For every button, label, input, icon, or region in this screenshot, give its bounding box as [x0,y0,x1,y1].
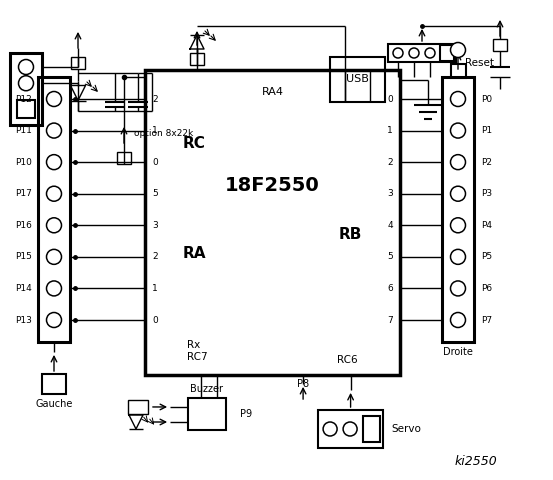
Circle shape [451,249,466,264]
Text: 4: 4 [387,221,393,230]
Circle shape [46,249,61,264]
Circle shape [451,155,466,169]
Text: RB: RB [338,227,362,242]
Text: 0: 0 [152,315,158,324]
Text: RC7: RC7 [187,352,207,362]
Bar [145,70,400,375]
Text: P6: P6 [481,284,492,293]
Text: P7: P7 [481,315,492,324]
Text: 2: 2 [152,252,158,261]
Text: P17: P17 [15,189,32,198]
Text: 3: 3 [387,189,393,198]
Circle shape [451,186,466,201]
Text: 7: 7 [387,315,393,324]
Text: P9: P9 [240,409,252,419]
Circle shape [46,186,61,201]
Circle shape [409,48,419,58]
Text: 1: 1 [152,284,158,293]
Text: 1: 1 [387,126,393,135]
Bar [442,77,474,342]
Text: P3: P3 [481,189,492,198]
Circle shape [451,312,466,327]
Circle shape [46,312,61,327]
Text: P2: P2 [481,157,492,167]
Text: P1: P1 [481,126,492,135]
Text: RA: RA [183,245,206,261]
Text: ki2550: ki2550 [455,455,498,468]
Text: RA4: RA4 [262,87,284,97]
Circle shape [46,123,61,138]
Bar [38,77,70,342]
Text: 2: 2 [387,157,393,167]
Text: option 8x22k: option 8x22k [134,129,193,138]
Text: Gauche: Gauche [35,399,72,409]
Text: P15: P15 [15,252,32,261]
Text: P8: P8 [297,379,309,389]
Text: P13: P13 [15,315,32,324]
Text: P5: P5 [481,252,492,261]
Text: P10: P10 [15,157,32,167]
Text: RC6: RC6 [337,355,358,365]
Circle shape [46,218,61,233]
Text: Buzzer: Buzzer [190,384,223,394]
Bar [330,57,385,102]
Circle shape [343,422,357,436]
Circle shape [451,123,466,138]
Text: Servo: Servo [391,424,421,434]
Text: P12: P12 [15,95,32,104]
Text: 5: 5 [152,189,158,198]
Text: 6: 6 [387,284,393,293]
Circle shape [425,48,435,58]
Circle shape [18,76,34,91]
Bar [71,57,85,69]
Bar [17,100,35,118]
Bar [117,152,131,164]
Bar [363,416,380,442]
Circle shape [46,92,61,107]
Bar [190,53,204,65]
Circle shape [451,218,466,233]
Text: 2: 2 [152,95,158,104]
Text: Rx: Rx [187,340,200,350]
Text: 3: 3 [152,221,158,230]
Bar [42,374,66,394]
Circle shape [46,155,61,169]
Text: 0: 0 [152,157,158,167]
Text: P4: P4 [481,221,492,230]
Circle shape [18,60,34,74]
Bar [440,45,454,61]
Text: Droite: Droite [443,347,473,357]
Text: USB: USB [346,74,369,84]
Circle shape [323,422,337,436]
Circle shape [46,281,61,296]
Circle shape [393,48,403,58]
Bar [388,44,456,62]
Bar [10,53,42,125]
Text: P0: P0 [481,95,492,104]
Text: RC: RC [183,136,206,151]
Text: P11: P11 [15,126,32,135]
Bar [451,64,466,78]
Text: 18F2550: 18F2550 [225,177,320,195]
Bar [128,400,148,414]
Text: 1: 1 [152,126,158,135]
Circle shape [451,92,466,107]
Text: 0: 0 [387,95,393,104]
Text: P16: P16 [15,221,32,230]
Bar [493,39,507,51]
Circle shape [451,281,466,296]
Text: P14: P14 [15,284,32,293]
Bar [188,398,226,430]
Circle shape [451,43,466,58]
Bar [318,410,383,448]
Text: 5: 5 [387,252,393,261]
Text: Reset: Reset [465,58,494,68]
